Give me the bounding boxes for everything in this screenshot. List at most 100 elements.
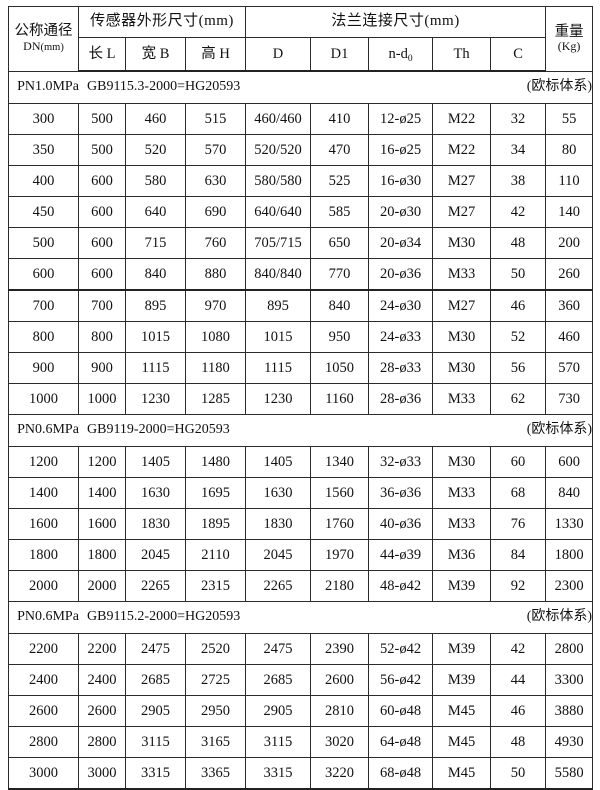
header-nominal-diameter-title: 公称通径 [14, 23, 73, 40]
cell-nominal-diameter: 2400 [8, 664, 79, 696]
cell-d1: 1160 [310, 383, 370, 415]
section-pressure-rating: PN0.6MPa [17, 422, 79, 438]
cell-bolt-holes: 52-ø42 [368, 633, 434, 665]
section-standard-system-note: (欧标体系) [526, 422, 593, 438]
cell-d: 840/840 [245, 258, 312, 291]
cell-thread: M33 [432, 477, 492, 509]
cell-c: 42 [490, 196, 547, 228]
header-weight: 重量 (Kg) [545, 6, 594, 72]
cell-c: 32 [490, 103, 547, 135]
cell-height: 760 [184, 227, 247, 259]
cell-d: 895 [245, 289, 312, 322]
header-col-width: 宽 B [125, 37, 186, 72]
cell-d: 1830 [245, 508, 312, 540]
header-group-sensor-dimensions: 传感器外形尺寸(mm) [77, 6, 247, 38]
cell-nominal-diameter: 1000 [8, 383, 79, 415]
cell-height: 880 [184, 258, 247, 291]
cell-width: 3315 [125, 757, 186, 790]
header-col-length: 长 L [78, 37, 126, 72]
cell-width: 520 [125, 134, 186, 166]
table-row: 3000 3000 3315 3365 3315 3220 68-ø48 M45 50 5580 [8, 757, 594, 790]
header-col-d1: D1 [310, 37, 370, 72]
cell-d1: 525 [310, 165, 370, 197]
cell-weight: 840 [545, 477, 594, 509]
flange-specification-table: 公称通径 DN(mm) 传感器外形尺寸(mm) 法兰连接尺寸(mm) 重量 (K… [7, 6, 594, 790]
table-header: 公称通径 DN(mm) 传感器外形尺寸(mm) 法兰连接尺寸(mm) 重量 (K… [8, 6, 594, 72]
cell-length: 600 [78, 227, 126, 259]
spec-table-container: 公称通径 DN(mm) 传感器外形尺寸(mm) 法兰连接尺寸(mm) 重量 (K… [7, 6, 594, 790]
cell-thread: M33 [432, 508, 492, 540]
cell-d1: 2180 [310, 570, 370, 602]
header-col-height: 高 H [184, 37, 247, 72]
cell-height: 515 [184, 103, 247, 135]
cell-thread: M22 [432, 134, 492, 166]
cell-d: 640/640 [245, 196, 312, 228]
cell-d1: 2810 [310, 695, 370, 727]
table-row: 1000 1000 1230 1285 1230 1160 28-ø36 M33 62 730 [8, 383, 594, 415]
section-standard-code: GB9115.2-2000=HG20593 [87, 609, 241, 625]
cell-weight: 1800 [545, 539, 594, 571]
cell-weight: 2300 [545, 570, 594, 602]
cell-bolt-holes: 24-ø30 [368, 289, 434, 322]
cell-bolt-holes: 48-ø42 [368, 570, 434, 602]
cell-height: 1895 [184, 508, 247, 540]
cell-nominal-diameter: 600 [8, 258, 79, 291]
cell-length: 900 [78, 352, 126, 384]
table-row: 1800 1800 2045 2110 2045 1970 44-ø39 M36 84 1800 [8, 539, 594, 571]
cell-c: 84 [490, 539, 547, 571]
table-row: 2200 2200 2475 2520 2475 2390 52-ø42 M39 42 2800 [8, 633, 594, 665]
cell-width: 1230 [125, 383, 186, 415]
header-nominal-diameter-unit: DN(mm) [23, 39, 64, 54]
header-col-bolt-holes: n-d0 [368, 37, 434, 72]
cell-height: 690 [184, 196, 247, 228]
cell-d: 3315 [245, 757, 312, 790]
cell-d: 460/460 [245, 103, 312, 135]
cell-d: 1115 [245, 352, 312, 384]
cell-d: 1015 [245, 321, 312, 353]
cell-height: 1285 [184, 383, 247, 415]
cell-d: 580/580 [245, 165, 312, 197]
section-band: PN1.0MPa GB9115.3-2000=HG20593 (欧标体系) [7, 70, 594, 104]
cell-thread: M27 [432, 289, 492, 322]
cell-height: 570 [184, 134, 247, 166]
cell-weight: 3300 [545, 664, 594, 696]
cell-bolt-holes: 68-ø48 [368, 757, 434, 790]
cell-height: 2950 [184, 695, 247, 727]
cell-weight: 140 [545, 196, 594, 228]
section-standard-system-note: (欧标体系) [526, 79, 593, 95]
cell-d1: 770 [310, 258, 370, 291]
cell-d: 1230 [245, 383, 312, 415]
cell-length: 2600 [78, 695, 126, 727]
cell-width: 840 [125, 258, 186, 291]
cell-d1: 1560 [310, 477, 370, 509]
cell-length: 3000 [78, 757, 126, 790]
cell-height: 2725 [184, 664, 247, 696]
cell-d1: 2390 [310, 633, 370, 665]
cell-d1: 410 [310, 103, 370, 135]
cell-nominal-diameter: 2000 [8, 570, 79, 602]
cell-length: 1400 [78, 477, 126, 509]
cell-width: 895 [125, 289, 186, 322]
cell-thread: M45 [432, 726, 492, 758]
cell-bolt-holes: 20-ø34 [368, 227, 434, 259]
cell-height: 2110 [184, 539, 247, 571]
cell-length: 500 [78, 103, 126, 135]
cell-d: 1405 [245, 446, 312, 478]
section-standard-system-note: (欧标体系) [526, 609, 593, 625]
cell-height: 3165 [184, 726, 247, 758]
cell-height: 970 [184, 289, 247, 322]
cell-bolt-holes: 56-ø42 [368, 664, 434, 696]
cell-width: 580 [125, 165, 186, 197]
cell-nominal-diameter: 450 [8, 196, 79, 228]
cell-d1: 1760 [310, 508, 370, 540]
cell-weight: 3880 [545, 695, 594, 727]
cell-d: 3115 [245, 726, 312, 758]
cell-length: 500 [78, 134, 126, 166]
cell-bolt-holes: 44-ø39 [368, 539, 434, 571]
cell-d: 2265 [245, 570, 312, 602]
cell-nominal-diameter: 900 [8, 352, 79, 384]
cell-length: 2000 [78, 570, 126, 602]
cell-width: 640 [125, 196, 186, 228]
cell-bolt-holes: 28-ø36 [368, 383, 434, 415]
table-row: 400 600 580 630 580/580 525 16-ø30 M27 38 110 [8, 165, 594, 197]
